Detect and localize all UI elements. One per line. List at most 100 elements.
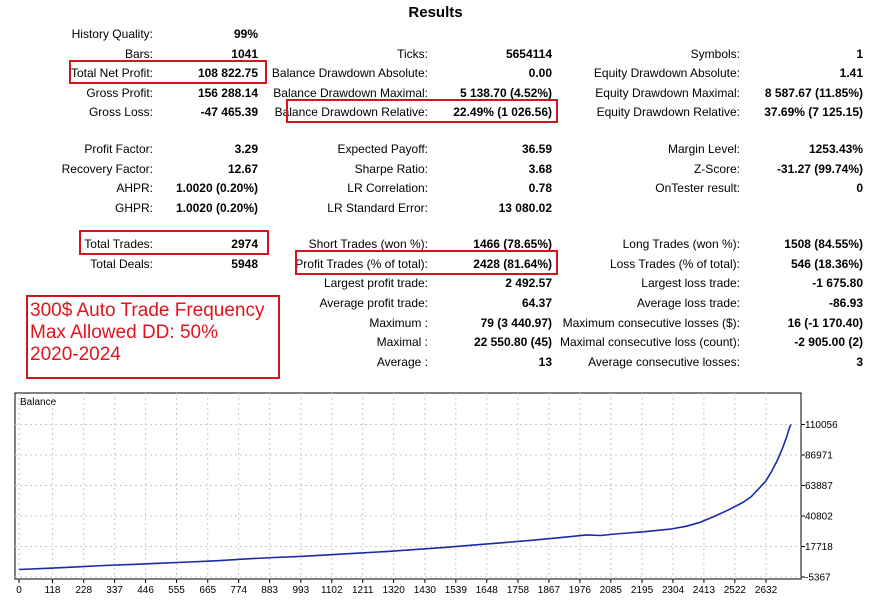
profit-factor-value: 3.29 xyxy=(234,142,258,156)
balance-dd-rel-value: 22.49% (1 026.56) xyxy=(453,105,552,119)
x-tick-label: 1758 xyxy=(507,585,530,596)
bars-value: 1041 xyxy=(231,47,258,61)
x-tick-label: 665 xyxy=(199,585,216,596)
x-tick-label: 446 xyxy=(137,585,154,596)
largest-profit-value: 2 492.57 xyxy=(505,276,552,290)
net-profit-highlight xyxy=(69,60,267,84)
lr-std-error-label: LR Standard Error: xyxy=(327,201,428,215)
balance-dd-max-label: Balance Drawdown Maximal: xyxy=(273,86,428,100)
x-tick-label: 1539 xyxy=(445,585,468,596)
equity-dd-max-label: Equity Drawdown Maximal: xyxy=(595,86,740,100)
symbols-label: Symbols: xyxy=(690,47,740,61)
sharpe-ratio-value: 3.68 xyxy=(528,162,552,176)
equity-dd-max-value: 8 587.67 (11.85%) xyxy=(764,86,863,100)
loss-trades-label: Loss Trades (% of total): xyxy=(609,257,740,271)
avg-consec-losses-label: Average consecutive losses: xyxy=(588,355,740,369)
y-tick-label: 63887 xyxy=(805,481,833,492)
profit-trades-highlight xyxy=(295,250,558,275)
total-net-profit-value: 108 822.75 xyxy=(197,66,258,80)
lr-correlation-value: 0.78 xyxy=(528,181,552,195)
margin-level-label: Margin Level: xyxy=(667,142,740,156)
maximal-value: 22 550.80 (45) xyxy=(473,335,552,349)
avg-consec-losses-value: 3 xyxy=(856,355,863,369)
average-loss-value: -86.93 xyxy=(828,296,863,310)
annotation-line-3: 2020-2024 xyxy=(30,344,121,365)
equity-dd-abs-label: Equity Drawdown Absolute: xyxy=(593,66,740,80)
x-tick-label: 118 xyxy=(45,585,61,596)
maximal-consec-loss-value: -2 905.00 (2) xyxy=(794,335,863,349)
x-tick-label: 1320 xyxy=(383,585,406,596)
profit-factor-label: Profit Factor: xyxy=(84,142,153,156)
recovery-factor-label: Recovery Factor: xyxy=(61,162,153,176)
total-trades-value: 2974 xyxy=(231,237,258,251)
max-consec-losses-value: 16 (-1 170.40) xyxy=(787,316,863,330)
annotation-line-1: 300$ Auto Trade Frequency xyxy=(30,300,265,321)
maximal-label: Maximal : xyxy=(376,335,428,349)
x-tick-label: 883 xyxy=(261,585,278,596)
average-profit-label: Average profit trade: xyxy=(319,296,428,310)
ticks-label: Ticks: xyxy=(397,47,428,61)
drawdown-highlight xyxy=(286,99,558,123)
x-tick-label: 555 xyxy=(168,585,185,596)
lr-correlation-label: LR Correlation: xyxy=(347,181,428,195)
x-tick-label: 2522 xyxy=(724,585,747,596)
equity-dd-rel-label: Equity Drawdown Relative: xyxy=(596,105,740,119)
chart-plot-area xyxy=(14,392,802,580)
largest-loss-value: -1 675.80 xyxy=(812,276,863,290)
total-deals-label: Total Deals: xyxy=(90,257,153,271)
margin-level-value: 1253.43% xyxy=(808,142,863,156)
x-tick-label: 1867 xyxy=(538,585,561,596)
maximum-label: Maximum : xyxy=(369,316,428,330)
sharpe-ratio-label: Sharpe Ratio: xyxy=(354,162,428,176)
x-tick-label: 1102 xyxy=(321,585,343,596)
average-loss-label: Average loss trade: xyxy=(636,296,740,310)
y-tick-label: 110056 xyxy=(805,420,838,431)
y-tick-label: -5367 xyxy=(805,573,831,584)
symbols-value: 1 xyxy=(856,47,863,61)
expected-payoff-value: 36.59 xyxy=(521,142,552,156)
balance-dd-max-value: 5 138.70 (4.52%) xyxy=(459,86,552,100)
ahpr-value: 1.0020 (0.20%) xyxy=(175,181,258,195)
average-label: Average : xyxy=(376,355,428,369)
x-tick-label: 1211 xyxy=(352,585,374,596)
gross-profit-label: Gross Profit: xyxy=(86,86,153,100)
annotation-box xyxy=(26,295,280,379)
ghpr-label: GHPR: xyxy=(114,201,153,215)
x-tick-label: 1976 xyxy=(569,585,592,596)
x-tick-label: 774 xyxy=(230,585,247,596)
balance-dd-abs-label: Balance Drawdown Absolute: xyxy=(271,66,428,80)
short-trades-value: 1466 (78.65%) xyxy=(473,237,552,251)
annotation-text: 300$ Auto Trade Frequency Max Allowed DD… xyxy=(30,300,265,366)
chart-title: Balance xyxy=(20,397,57,408)
x-tick-label: 0 xyxy=(16,585,22,596)
balance-chart: Balance 11005686971638874080217718-5367 … xyxy=(14,392,838,596)
total-trades-label: Total Trades: xyxy=(84,237,153,251)
ontester-label: OnTester result: xyxy=(655,181,740,195)
balance-dd-rel-label: Balance Drawdown Relative: xyxy=(274,105,428,119)
ahpr-label: AHPR: xyxy=(116,181,153,195)
maximal-consec-loss-label: Maximal consecutive loss (count): xyxy=(560,335,741,349)
bars-label: Bars: xyxy=(124,47,153,61)
expected-payoff-label: Expected Payoff: xyxy=(337,142,428,156)
equity-dd-abs-value: 1.41 xyxy=(839,66,863,80)
x-tick-label: 228 xyxy=(75,585,92,596)
chart-x-axis: 0 118 228 337 446 555 665 774 883 993 1102 1211 1320… xyxy=(16,579,778,596)
total-trades-highlight xyxy=(79,230,269,255)
balance-dd-abs-value: 0.00 xyxy=(528,66,552,80)
average-value: 13 xyxy=(538,355,552,369)
chart-y-axis: 110056 86971 63887 40802 17718 -5367 xyxy=(801,420,838,584)
profit-trades-label: Profit Trades (% of total): xyxy=(295,257,428,271)
max-consec-losses-label: Maximum consecutive losses ($): xyxy=(562,316,740,330)
largest-profit-label: Largest profit trade: xyxy=(323,276,428,290)
ticks-value: 5654114 xyxy=(505,47,552,61)
y-tick-label: 40802 xyxy=(805,511,833,522)
annotation-line-2: Max Allowed DD: 50% xyxy=(30,322,218,343)
chart-series xyxy=(18,424,792,571)
x-tick-label: 2304 xyxy=(662,585,685,596)
maximum-value: 79 (3 440.97) xyxy=(480,316,552,330)
x-tick-label: 1648 xyxy=(476,585,499,596)
equity-dd-rel-value: 37.69% (7 125.15) xyxy=(764,105,863,119)
profit-trades-value: 2428 (81.64%) xyxy=(473,257,552,271)
loss-trades-value: 546 (18.36%) xyxy=(790,257,863,271)
long-trades-value: 1508 (84.55%) xyxy=(784,237,863,251)
